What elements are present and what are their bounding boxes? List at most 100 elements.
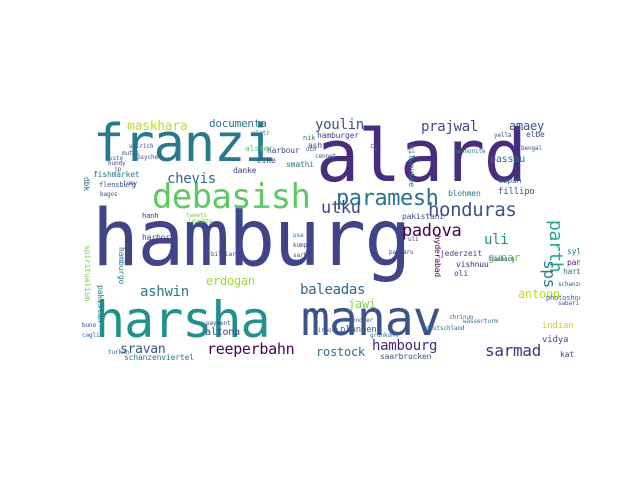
word: planten <box>340 325 377 335</box>
word: paramesh <box>336 186 439 211</box>
word: hamburger <box>317 131 359 140</box>
word: amaey <box>509 119 544 133</box>
word: harburg <box>563 267 580 276</box>
word: danke <box>233 166 257 175</box>
word: flensburg <box>99 181 136 189</box>
word: turkan <box>108 349 129 356</box>
word: tomy <box>123 180 137 187</box>
word: alster <box>245 144 273 153</box>
word: gunar <box>488 251 521 264</box>
word: reeperbahn <box>207 340 295 358</box>
word: uli <box>408 236 419 243</box>
word: passaru <box>389 249 414 256</box>
word: schanze <box>558 281 580 288</box>
word: smathi <box>286 160 314 169</box>
word: jederzeit <box>440 249 482 258</box>
word: psyche <box>137 154 158 161</box>
word: franzi <box>93 115 276 174</box>
word: grunkohl <box>370 332 398 339</box>
word: hamburgo <box>117 247 126 285</box>
word: hyderabad <box>433 235 442 277</box>
word: passau <box>490 154 525 165</box>
word: photoshoot <box>546 294 580 302</box>
word: hambourg <box>372 338 438 354</box>
word-cloud: hamburg alard franzi harsha manav debasi… <box>80 115 580 365</box>
word: hamburg <box>490 256 515 263</box>
word: kat <box>560 350 574 359</box>
word: buno <box>82 322 96 329</box>
word: airport <box>314 327 339 334</box>
word: vidya <box>542 335 569 345</box>
word: youlin <box>315 117 364 133</box>
word: jp <box>114 166 121 173</box>
word: sarkie <box>293 252 314 259</box>
word: blohmen <box>448 189 481 198</box>
word: utku <box>321 198 361 218</box>
word: ash <box>308 141 322 150</box>
word: padova <box>402 221 462 241</box>
word: antoon <box>518 287 560 301</box>
word: saarbrucken <box>380 352 432 361</box>
word: mutti <box>122 150 140 157</box>
word: oli <box>454 269 468 278</box>
word: harbour <box>267 146 300 155</box>
word: spiritualism <box>83 245 92 301</box>
word: yella <box>494 132 512 139</box>
word: kumpir <box>293 242 314 249</box>
word: parth <box>545 220 566 273</box>
word: maskhara <box>127 119 188 134</box>
word: hanh <box>142 212 159 220</box>
word: bagos <box>100 191 118 198</box>
word: chrinun <box>449 314 474 321</box>
word: cj <box>370 142 379 150</box>
word: deutschland <box>426 325 465 332</box>
word: mennonite <box>454 148 486 155</box>
word: cennet <box>315 153 336 160</box>
word: erdogan <box>206 274 255 288</box>
word: ulrtr <box>252 130 270 137</box>
word: usa <box>293 232 304 239</box>
word: nik <box>303 134 316 142</box>
word: sravan <box>120 342 166 357</box>
word: hannover <box>345 317 373 324</box>
word: milwaukee <box>407 145 416 187</box>
word: jawi <box>348 297 376 311</box>
word: leuchte <box>188 218 213 225</box>
word: och <box>306 146 317 153</box>
word: pakistan <box>96 285 105 323</box>
word: hundy <box>108 160 126 167</box>
word: vishnuu <box>456 260 489 269</box>
word: indian <box>542 321 574 331</box>
word: fillipo <box>498 187 535 197</box>
word: debasish <box>152 177 311 217</box>
word: bengal <box>521 145 542 152</box>
word: pakistani <box>402 212 444 221</box>
word: sarmad <box>485 341 541 360</box>
word: uste <box>109 155 123 162</box>
word: sylt <box>567 247 580 256</box>
word: ashwin <box>140 284 189 300</box>
word: baleadas <box>300 282 366 298</box>
word: alard <box>316 115 527 198</box>
word: payment <box>206 320 231 327</box>
word: rostock <box>316 345 365 359</box>
word: prajwal <box>421 119 479 135</box>
word: manav <box>301 291 442 347</box>
word: sps <box>540 260 559 288</box>
word: schanzenviertel <box>124 353 194 362</box>
word: panama <box>567 258 580 267</box>
word: hamburg <box>92 194 411 284</box>
word: ulirich <box>129 143 154 150</box>
word: honduras <box>428 199 517 221</box>
word: chevis <box>167 171 216 187</box>
word: billiards <box>211 251 243 258</box>
word: harbor <box>142 233 170 242</box>
word: sabari <box>558 300 579 307</box>
word: harsha <box>95 291 271 349</box>
word: cagli <box>82 332 100 339</box>
word: eike <box>257 156 276 165</box>
word: uli <box>484 232 509 248</box>
word: altona <box>205 327 240 338</box>
word: elbe <box>526 130 545 139</box>
word: tweets <box>186 212 207 219</box>
